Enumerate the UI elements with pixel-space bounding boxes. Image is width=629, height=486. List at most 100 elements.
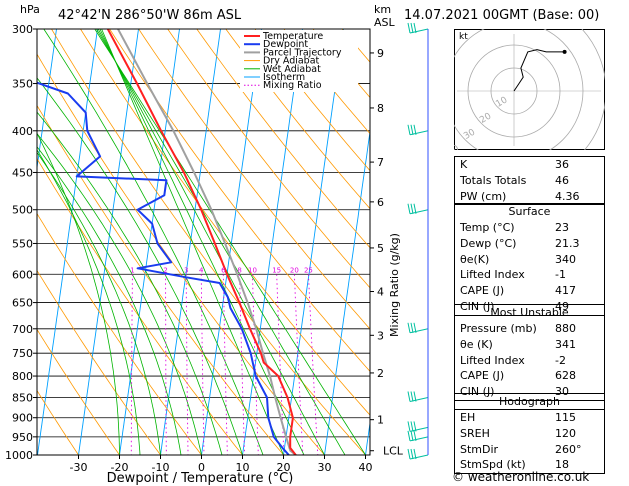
table-row: CIN (J) 30 [455, 384, 604, 400]
dry-adiabat-line [80, 29, 370, 416]
dewpoint-line [37, 81, 290, 455]
row-label: EH [460, 411, 476, 424]
altitude-tick-label: LCL [383, 445, 404, 458]
pressure-tick-label: 350 [12, 78, 33, 91]
temperature-tick-label: -30 [70, 461, 88, 474]
altitude-tick-label: 1 [377, 414, 384, 427]
altitude-tick-label: 7 [377, 156, 384, 169]
most-unstable-table: Most Unstable Pressure (mb) 880 θe (K) 341 L… [454, 304, 605, 401]
dry-adiabat-line [51, 29, 366, 455]
mixing-ratio-label: 15 [272, 266, 281, 274]
wind-barb-feather [407, 124, 411, 135]
table-row: StmDir 260° [455, 442, 604, 458]
row-value: 341 [555, 337, 576, 351]
table-row: CAPE (J) 417 [455, 283, 604, 299]
wet-adiabat-line [37, 146, 182, 455]
surface-table: Surface Temp (°C) 23 Dewp (°C) 21.3 θe(K) 340… [454, 203, 605, 316]
wind-barb-feather [407, 391, 411, 402]
table-row: Temp (°C) 23 [455, 220, 604, 236]
isotherm-line [242, 29, 303, 455]
row-label: K [460, 158, 468, 171]
altitude-tick-label: 9 [377, 47, 384, 60]
legend-label: Dewpoint [263, 39, 308, 50]
altitude-tick-label: 8 [377, 102, 384, 115]
table-row: CAPE (J) 628 [455, 368, 604, 384]
altitude-tick-label: 2 [377, 367, 384, 380]
wind-barb-feather [410, 124, 414, 135]
dry-adiabat-line [167, 29, 370, 289]
pressure-tick-label: 550 [12, 237, 33, 250]
pressure-tick-label: 450 [12, 166, 33, 179]
table-row: θe(K) 340 [455, 252, 604, 268]
mixing-ratio-line [276, 274, 285, 455]
table-row: Lifted Index -2 [455, 353, 604, 369]
dry-adiabat-line [254, 29, 370, 172]
isotherm-line [160, 29, 221, 455]
mixing-ratio-label: 3 [184, 266, 188, 274]
legend-label: Temperature [262, 31, 323, 42]
altitude-tick-label: 5 [377, 242, 384, 255]
mixing-ratio-line [165, 274, 167, 455]
pressure-tick-label: 600 [12, 268, 33, 281]
mixing-ratio-line [307, 274, 319, 455]
table-row: EH 115 [455, 410, 604, 426]
hodograph-trace [513, 49, 565, 92]
wet-adiabat-line [99, 29, 305, 455]
pressure-tick-label: 900 [12, 412, 33, 425]
hodograph-ring-label: 40 [454, 143, 461, 150]
mixing-ratio-label: 20 [290, 266, 299, 274]
parcel-trajectory-line [117, 29, 297, 455]
row-label: CAPE (J) [460, 369, 505, 383]
row-label: CIN (J) [460, 385, 495, 399]
wet-adiabat-line [37, 133, 202, 455]
table-row: K 36 [455, 157, 604, 173]
wind-barb-feather [407, 448, 411, 460]
wet-adiabat-line [101, 29, 284, 455]
legend-label: Wet Adiabat [263, 64, 321, 75]
row-label: Temp (°C) [460, 221, 515, 234]
row-value: 21.3 [555, 236, 580, 250]
copyright-label: © weatheronline.co.uk [452, 470, 590, 484]
temperature-tick-label: 40 [359, 461, 373, 474]
wind-barb-feather [410, 448, 414, 460]
wet-adiabat-line [94, 29, 366, 455]
legend-label: Mixing Ratio [263, 80, 322, 91]
wind-barb-feather [413, 448, 417, 460]
mixing-ratio-line [252, 274, 259, 455]
mixing-ratio-label: 6 [221, 266, 226, 274]
row-value: 46 [555, 173, 569, 187]
legend-label: Parcel Trajectory [263, 47, 342, 58]
row-value: 36 [555, 158, 569, 171]
temperature-tick-label: 0 [198, 461, 205, 474]
row-label: Lifted Index [460, 268, 525, 282]
altitude-tick-label: 3 [377, 329, 384, 342]
table-row: Dewp (°C) 21.3 [455, 236, 604, 252]
dry-adiabat-line [429, 29, 445, 455]
pressure-tick-label: 950 [12, 431, 33, 444]
wet-adiabat-line [37, 132, 120, 455]
temperature-line [106, 29, 297, 455]
row-value: 30 [555, 385, 569, 399]
mixing-ratio-line [185, 274, 189, 455]
wind-barb-feather [413, 421, 417, 432]
isotherm-line [283, 29, 344, 455]
mixing-ratio-label: 25 [304, 266, 313, 274]
plot-frame [36, 28, 371, 456]
table-row: θe (K) 341 [455, 337, 604, 353]
table-row: StmSpd (kt) 18 [455, 457, 604, 473]
hodograph-end-point [562, 49, 567, 54]
temperature-tick-label: 10 [236, 461, 250, 474]
row-label: CIN (J) [460, 299, 495, 313]
row-value: 18 [555, 458, 569, 472]
row-value: 340 [555, 252, 576, 266]
row-label: Totals Totals [460, 173, 527, 187]
row-value: 417 [555, 284, 576, 298]
isotherm-line [201, 29, 262, 455]
altitude-tick-label: 4 [377, 286, 384, 299]
surface-title: Surface [508, 205, 551, 218]
indices-table: K 36 Totals Totals 46 PW (cm) 4.36 [454, 156, 605, 206]
mixing-ratio-line [222, 274, 228, 455]
wet-adiabat-line [96, 29, 346, 455]
wind-barb-feather [410, 322, 414, 333]
temperature-tick-label: 30 [318, 461, 332, 474]
